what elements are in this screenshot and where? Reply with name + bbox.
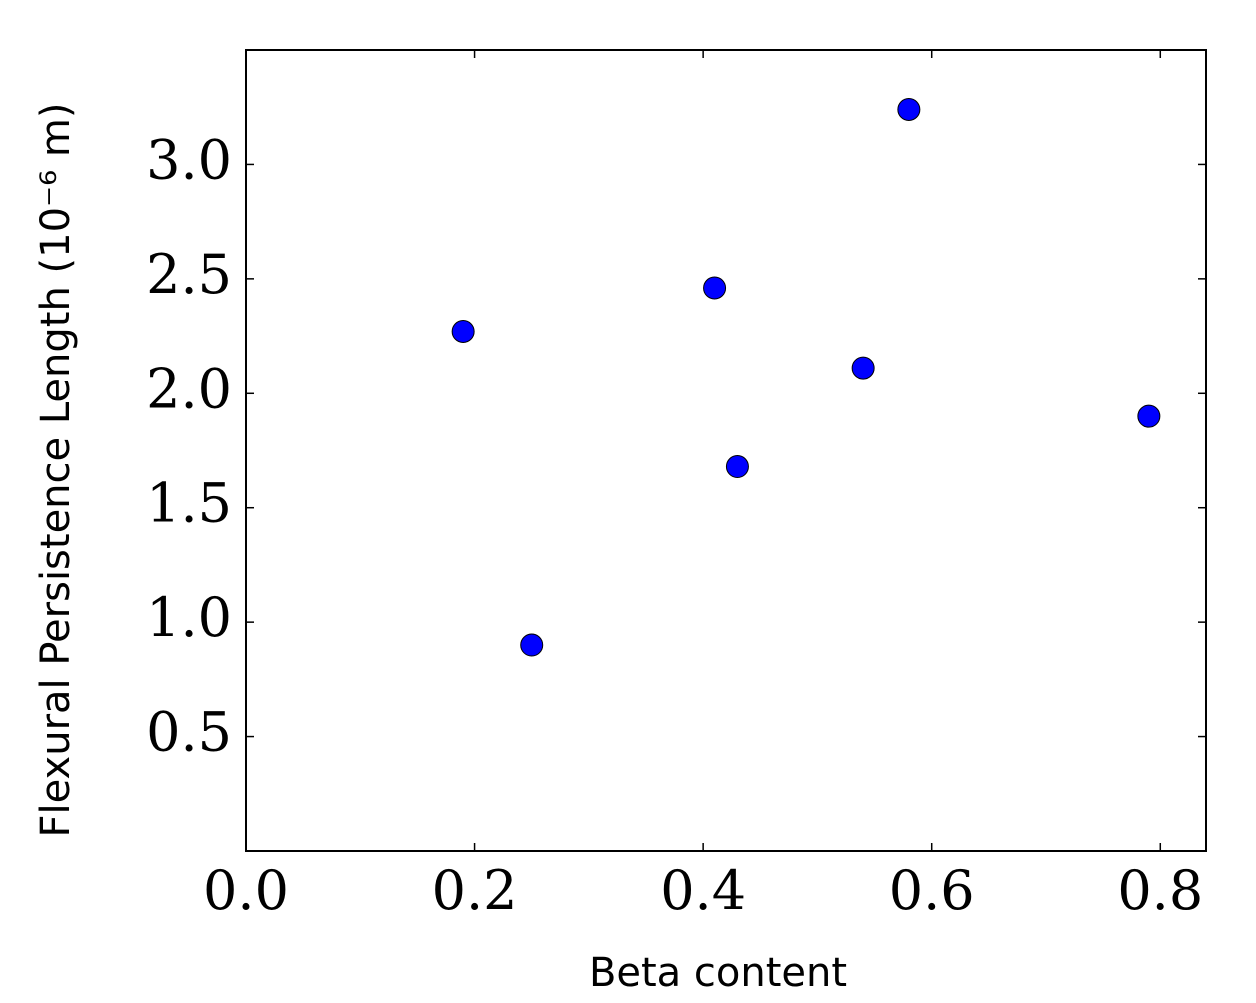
x-tick-label: 0.4 bbox=[660, 859, 746, 922]
y-axis-label: Flexural Persistence Length (10⁻⁶ m) bbox=[33, 103, 79, 838]
point bbox=[897, 98, 921, 122]
point bbox=[520, 633, 544, 657]
point bbox=[451, 319, 475, 343]
x-tick-label: 0.2 bbox=[432, 859, 518, 922]
y-tick-label: 2.5 bbox=[146, 243, 232, 306]
y-tick-label: 3.0 bbox=[146, 128, 232, 191]
x-tick-label: 0.6 bbox=[889, 859, 975, 922]
y-tick-label: 0.5 bbox=[146, 701, 232, 764]
point bbox=[725, 455, 749, 479]
y-tick-label: 2.0 bbox=[146, 357, 232, 420]
x-axis-label: Beta content bbox=[589, 950, 847, 996]
point bbox=[851, 356, 875, 380]
x-tick-label: 0.0 bbox=[203, 859, 289, 922]
x-tick-label: 0.8 bbox=[1117, 859, 1203, 922]
point bbox=[1137, 404, 1161, 428]
point bbox=[703, 276, 727, 300]
plot-frame bbox=[245, 49, 1207, 852]
y-tick-label: 1.5 bbox=[146, 472, 232, 535]
y-tick-label: 1.0 bbox=[146, 586, 232, 649]
